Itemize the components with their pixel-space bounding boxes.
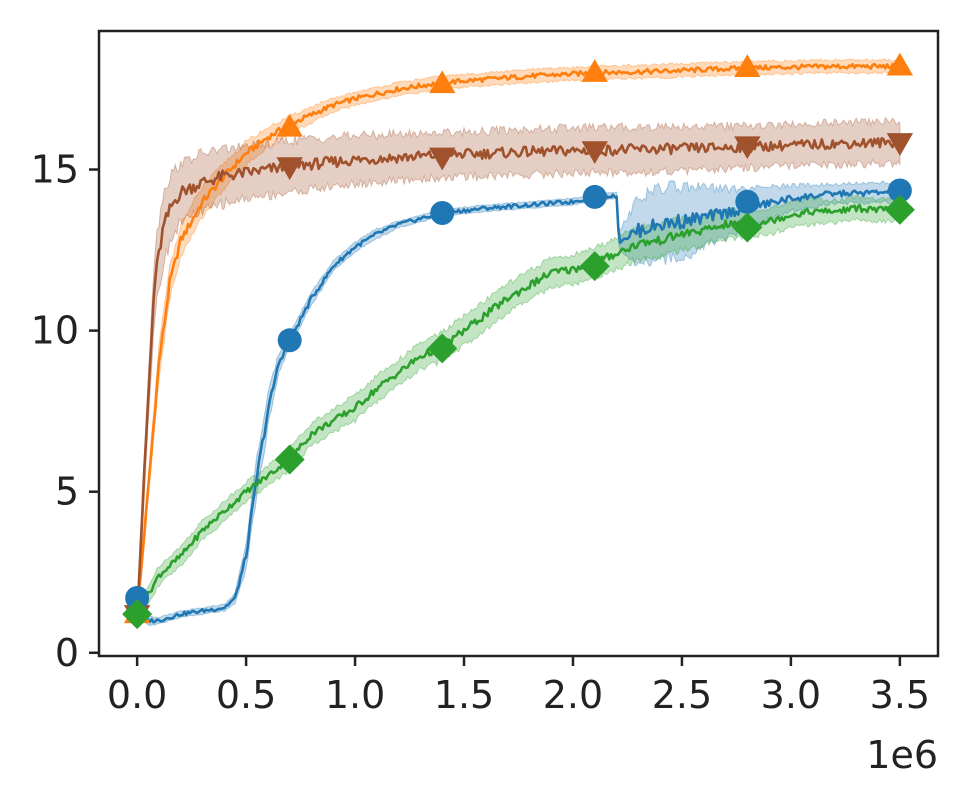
series-2-band: [136, 180, 901, 627]
x-tick-label: 0.0: [107, 673, 167, 717]
y-tick-label: 10: [31, 309, 79, 353]
x-tick-label: 2.0: [543, 673, 603, 717]
series-3-marker: [884, 194, 915, 225]
series-1-marker: [886, 133, 914, 156]
x-axis: 0.0 0.5 1.0 1.5 2.0 2.5 3.0 3.5: [107, 656, 930, 717]
x-tick-label: 0.5: [216, 673, 276, 717]
series-0-marker: [886, 52, 914, 76]
series-2-marker: [582, 184, 607, 209]
series-1-marker: [429, 147, 456, 171]
y-axis: 0 5 10 15: [31, 148, 99, 675]
series-3-line: [135, 204, 902, 616]
series-0-marker: [276, 113, 303, 137]
x-tick-label: 1.0: [325, 673, 385, 717]
series-0-marker: [734, 54, 761, 78]
x-axis-offset-label: 1e6: [866, 733, 938, 777]
x-tick-label: 1.5: [434, 673, 494, 717]
series-markers: [122, 52, 915, 630]
x-tick-label: 2.5: [652, 673, 712, 717]
series-2-marker: [430, 201, 455, 226]
series-3-marker: [579, 251, 610, 282]
series-lines: [135, 62, 902, 624]
y-tick-label: 5: [55, 470, 79, 514]
series-0-marker: [429, 70, 456, 94]
series-1-band: [136, 116, 901, 629]
series-3-marker: [274, 444, 305, 475]
series-0-line: [135, 62, 901, 617]
series-1-marker: [734, 136, 761, 160]
series-3-marker: [122, 599, 153, 630]
series-2-marker: [125, 586, 150, 611]
series-3-marker: [427, 333, 458, 364]
series-3-marker: [732, 212, 763, 243]
series-1-line: [135, 137, 902, 618]
series-2-marker: [887, 178, 912, 203]
x-tick-label: 3.5: [870, 673, 930, 717]
series-0-marker: [581, 59, 608, 82]
series-2-marker: [277, 328, 302, 353]
x-tick-label: 3.0: [761, 673, 821, 717]
series-2-line: [136, 188, 901, 624]
y-tick-label: 0: [55, 631, 79, 675]
series-2-marker: [735, 189, 760, 214]
series-3-band: [136, 194, 901, 623]
series-1-marker: [581, 141, 608, 165]
plot-frame: [97, 29, 940, 658]
y-tick-label: 15: [31, 148, 79, 192]
series-1-marker: [276, 157, 303, 181]
